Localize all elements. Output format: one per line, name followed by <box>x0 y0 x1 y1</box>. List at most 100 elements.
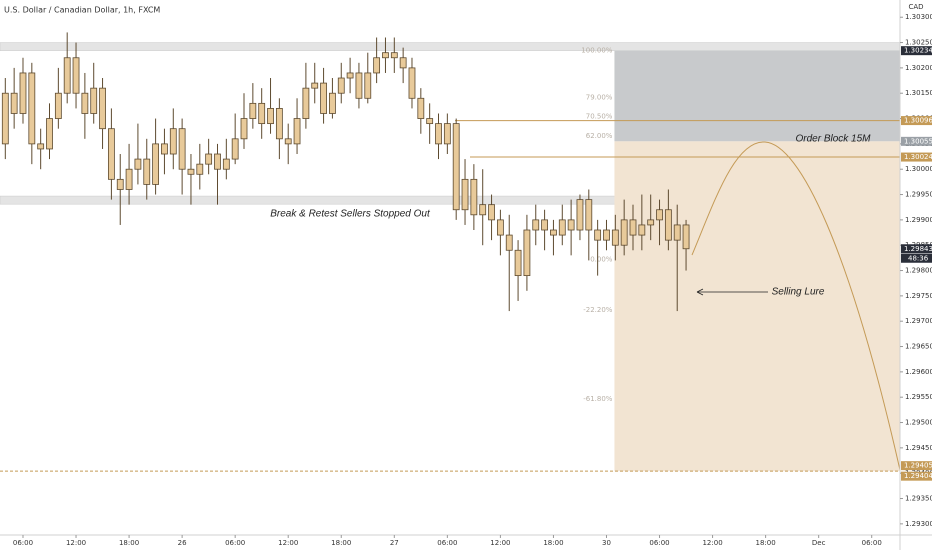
candle-body <box>231 138 239 160</box>
price-tag-label: 1.30234 <box>904 47 932 55</box>
candle-body <box>541 219 548 231</box>
candle-body <box>178 128 186 170</box>
y-tick-label: 1.29300 <box>905 520 932 528</box>
candle-body <box>682 224 690 250</box>
y-tick-label: 1.29750 <box>905 292 932 300</box>
candle-body <box>28 72 36 145</box>
x-tick-label: 18:00 <box>119 539 139 547</box>
x-tick-label: 06:00 <box>649 539 669 547</box>
x-tick-label: 26 <box>178 539 187 547</box>
candle-body <box>435 123 442 145</box>
candle-body <box>603 229 610 241</box>
zone <box>0 42 901 51</box>
price-tag-label: 1.30055 <box>904 137 932 145</box>
box <box>614 141 900 472</box>
candle-body <box>205 153 213 165</box>
candle-body <box>152 143 159 185</box>
candle-body <box>532 219 540 231</box>
candle-body <box>408 67 416 99</box>
fib-label: 100.00% <box>581 47 612 55</box>
fib-label: 79.00% <box>586 93 613 101</box>
candle-body <box>134 158 142 170</box>
price-tag <box>901 116 932 126</box>
candle-body <box>523 229 531 277</box>
x-tick-label: 06:00 <box>225 539 245 547</box>
candle-body <box>302 87 310 119</box>
candle-body <box>443 123 451 145</box>
candle-body <box>550 229 557 236</box>
candle-body <box>382 52 389 59</box>
x-tick-label: 18:00 <box>331 539 351 547</box>
candle-body <box>125 168 133 190</box>
price-tag-label: 1.29404 <box>904 472 932 480</box>
candle-body <box>90 87 98 114</box>
candle-body <box>488 204 495 221</box>
candle-body <box>311 82 319 89</box>
candle-body <box>116 178 124 190</box>
annotation: Break & Retest Sellers Stopped Out <box>270 209 431 220</box>
y-tick-label: 1.30150 <box>905 89 932 97</box>
candle-body <box>505 234 513 251</box>
price-tag <box>901 136 932 146</box>
price-tag <box>901 152 932 162</box>
plot-area: 100.00% 79.00% 70.50% 62.00% 0.00% -22.20% -61… <box>0 32 901 472</box>
fib-label: -61.80% <box>583 395 613 403</box>
candle-body <box>620 219 628 246</box>
candle-body <box>567 219 575 231</box>
countdown-tag <box>901 253 932 263</box>
candle-body <box>107 128 115 180</box>
candle-body <box>222 158 230 170</box>
candle-body <box>63 57 71 94</box>
candle-body <box>81 92 89 114</box>
price-tag-label: 1.30024 <box>904 153 932 161</box>
projection-curve <box>691 141 901 471</box>
candle-body <box>629 219 637 236</box>
candle-body <box>1 92 9 145</box>
price-tag <box>901 46 932 56</box>
candle-body <box>258 102 266 125</box>
x-tick-label: 06:00 <box>862 539 882 547</box>
y-tick-label: 1.29550 <box>905 393 932 401</box>
price-tag-label: 1.29405 <box>904 462 932 470</box>
annotation: Selling Lure <box>772 287 825 298</box>
candle-body <box>496 219 504 236</box>
candle-body <box>417 97 425 119</box>
candle-body <box>452 123 460 211</box>
x-tick-label: 06:00 <box>437 539 457 547</box>
candle-body <box>293 118 301 145</box>
x-tick-label: Dec <box>812 539 826 547</box>
fib-label: -22.20% <box>583 306 613 314</box>
candle-body <box>54 92 62 119</box>
y-tick-label: 1.30000 <box>905 165 932 173</box>
arrow-head <box>696 288 704 296</box>
price-tag <box>901 471 932 481</box>
candle-body <box>72 57 80 94</box>
candle-body <box>585 199 593 231</box>
currency-label: CAD <box>908 3 923 11</box>
candle-body <box>99 87 106 130</box>
candle-body <box>169 128 177 155</box>
x-tick-label: 12:00 <box>66 539 86 547</box>
chart-title: U.S. Dollar / Canadian Dollar, 1h, FXCM <box>4 6 160 15</box>
x-tick-label: 06:00 <box>13 539 33 547</box>
candle-body <box>161 143 168 155</box>
y-tick-label: 1.30200 <box>905 64 932 72</box>
x-tick-label: 30 <box>602 539 611 547</box>
candle-body <box>558 219 566 236</box>
candle-body <box>611 229 619 246</box>
candle-body <box>426 118 434 125</box>
price-tag-label: 1.29843 <box>904 245 932 253</box>
x-tick-label: 18:00 <box>543 539 563 547</box>
candle-body <box>329 92 336 114</box>
countdown-label: 48:36 <box>908 254 929 262</box>
candle-body <box>594 229 602 241</box>
y-tick-label: 1.29450 <box>905 444 932 452</box>
y-tick-label: 1.29650 <box>905 343 932 351</box>
candle-body <box>638 224 646 236</box>
candle-body <box>143 158 151 185</box>
x-tick-label: 12:00 <box>702 539 722 547</box>
candle-body <box>479 204 487 216</box>
y-tick-label: 1.29900 <box>905 216 932 224</box>
fib-label: 0.00% <box>590 255 613 263</box>
